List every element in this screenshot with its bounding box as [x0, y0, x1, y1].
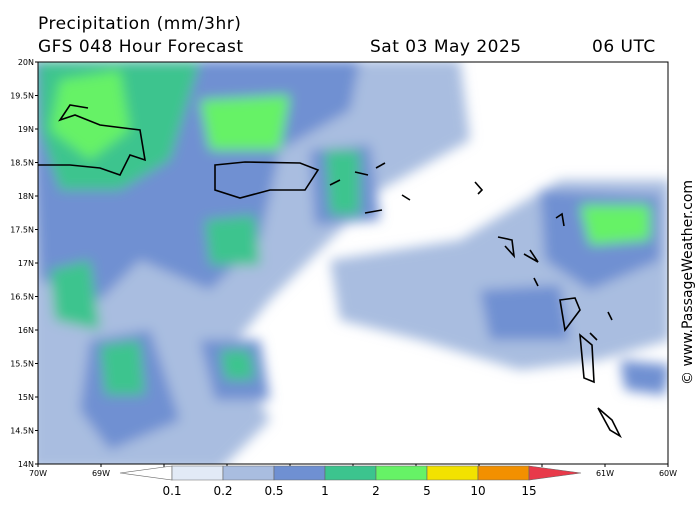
lon-label: 69W	[92, 469, 110, 478]
legend-swatch	[375, 465, 428, 481]
legend-swatch	[324, 465, 377, 481]
legend-swatch	[273, 465, 326, 481]
legend-label: 0.5	[264, 484, 283, 498]
legend-label: 0.2	[213, 484, 232, 498]
lat-label: 20N	[18, 58, 34, 67]
lat-label: 18N	[18, 192, 34, 201]
watermark: © www.PassageWeather.com	[680, 180, 696, 385]
legend-swatch	[477, 465, 530, 481]
lat-label: 17.5N	[10, 226, 34, 235]
lon-label: 60W	[659, 469, 677, 478]
time: 06 UTC	[592, 37, 656, 57]
legend-swatch	[119, 465, 173, 481]
lon-label: 61W	[596, 469, 614, 478]
legend-label: 5	[423, 484, 431, 498]
coastlines	[38, 104, 622, 439]
legend-label: 0.1	[162, 484, 181, 498]
lat-label: 16.5N	[10, 293, 34, 302]
precip-field	[38, 62, 668, 464]
date: Sat 03 May 2025	[370, 37, 522, 57]
lat-label: 18.5N	[10, 159, 34, 168]
lat-label: 14N	[18, 460, 34, 469]
legend-swatch	[171, 465, 224, 481]
legend: 0.1 0.2 0.5 1 2 5 10 15	[119, 465, 582, 498]
legend-label: 2	[372, 484, 380, 498]
legend-swatch	[528, 465, 582, 481]
lat-label: 14.5N	[10, 427, 34, 436]
lat-label: 17N	[18, 259, 34, 268]
legend-label: 15	[521, 484, 536, 498]
legend-swatch	[222, 465, 275, 481]
lat-label: 19N	[18, 125, 34, 134]
lat-label: 15N	[18, 393, 34, 402]
lat-label: 16N	[18, 326, 34, 335]
legend-label: 10	[470, 484, 485, 498]
lat-label: 15.5N	[10, 360, 34, 369]
legend-label: 1	[321, 484, 329, 498]
model: GFS 048 Hour Forecast	[38, 37, 244, 57]
title: Precipitation (mm/3hr)	[38, 14, 241, 34]
lon-label: 70W	[29, 469, 47, 478]
lat-label: 19.5N	[10, 92, 34, 101]
legend-swatch	[426, 465, 479, 481]
